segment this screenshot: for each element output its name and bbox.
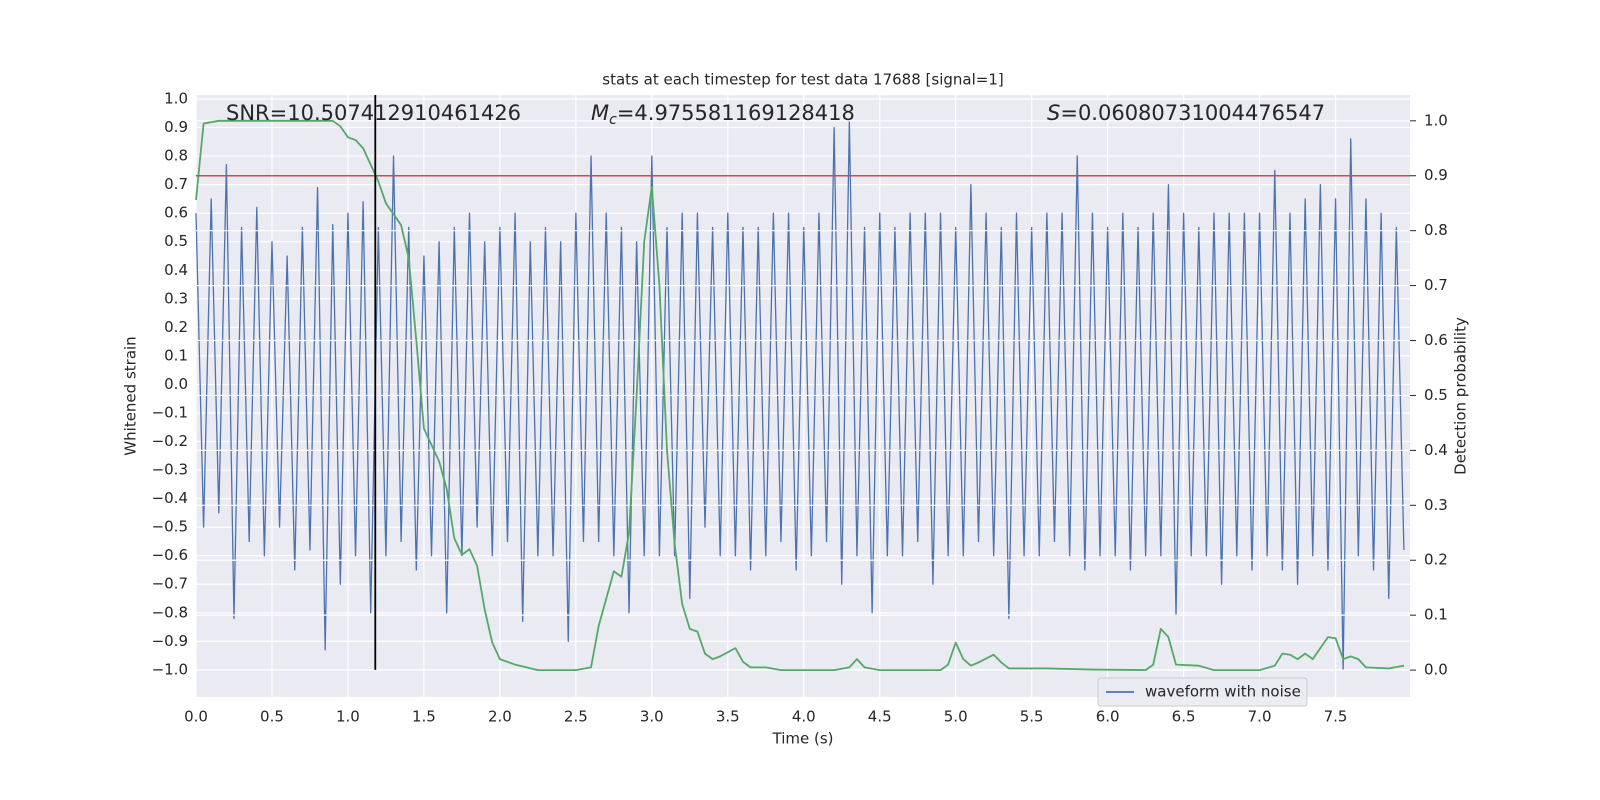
- x-tick-label: 1.5: [412, 708, 436, 726]
- y2-tick-label: 0.8: [1424, 221, 1448, 239]
- x-axis-label: Time (s): [772, 730, 834, 748]
- annotation-part: =0.06080731004476547: [1060, 101, 1325, 125]
- x-tick-label: 5.0: [944, 708, 968, 726]
- y2-tick-label: 0.1: [1424, 606, 1448, 624]
- y-tick-label: −1.0: [152, 660, 188, 678]
- legend-box: [1097, 677, 1308, 707]
- x-tick-label: 2.0: [488, 708, 512, 726]
- y2-tick-label: 0.7: [1424, 276, 1448, 294]
- y-tick-label: 0.8: [164, 147, 188, 165]
- grid-layer: [195, 95, 1410, 697]
- annotations: SNR=10.507412910461426 Mc=4.9755811691284…: [226, 101, 1325, 128]
- annotation-part: =4.975581169128418: [617, 101, 855, 125]
- y-tick-label: 0.9: [164, 118, 188, 136]
- x-tick-label: 7.5: [1324, 708, 1348, 726]
- annotation: SNR=10.507412910461426: [226, 101, 521, 125]
- y-tick-label: 0.1: [164, 346, 188, 364]
- series-line: [195, 119, 1405, 671]
- annotation-part: SNR=10.507412910461426: [226, 101, 521, 125]
- y-tick-label: 0.2: [164, 318, 188, 336]
- y-tick-label: −0.4: [152, 489, 188, 507]
- x-tick-label: 3.0: [640, 708, 664, 726]
- y-axis-label: Whitened strain: [122, 336, 140, 455]
- annotation: S=0.06080731004476547: [1047, 101, 1325, 125]
- x-tick-label: 4.5: [868, 708, 892, 726]
- y-tick-label: −0.3: [152, 461, 188, 479]
- y-tick-label: 0.3: [164, 289, 188, 307]
- annotation-part: c: [609, 112, 617, 128]
- x-tick-label: 0.5: [260, 708, 284, 726]
- y-tick-label: −0.1: [152, 403, 188, 421]
- y-tick-label: 1.0: [164, 89, 188, 107]
- y-tick-label: 0.0: [164, 375, 188, 393]
- y-tick-label: −0.7: [152, 575, 188, 593]
- y2-tick-label: 0.4: [1424, 441, 1448, 459]
- waveform-layer: [195, 121, 1405, 671]
- x-tick-label: 2.5: [564, 708, 588, 726]
- x-tick-label: 6.0: [1096, 708, 1120, 726]
- x-tick-label: 1.0: [336, 708, 360, 726]
- y2-tick-label: 0.9: [1424, 166, 1448, 184]
- y-tick-label: −0.5: [152, 518, 188, 536]
- x-tick-label: 5.5: [1020, 708, 1044, 726]
- y-tick-label: −0.6: [152, 546, 188, 564]
- y2-tick-label: 1.0: [1424, 111, 1448, 129]
- y-tick-label: −0.8: [152, 603, 188, 621]
- annotation: Mc=4.975581169128418: [591, 101, 855, 128]
- overlay-layer: [195, 95, 1410, 671]
- y2-tick-label: 0.2: [1424, 551, 1448, 569]
- x-tick-label: 0.0: [184, 708, 208, 726]
- legend-label: waveform with noise: [1145, 683, 1301, 701]
- y2-tick-label: 0.3: [1424, 496, 1448, 514]
- y2-tick-label: 0.5: [1424, 386, 1448, 404]
- x-tick-label: 4.0: [792, 708, 816, 726]
- y-tick-label: −0.9: [152, 632, 188, 650]
- x-tick-label: 7.0: [1248, 708, 1272, 726]
- chart-title: stats at each timestep for test data 176…: [602, 71, 1003, 89]
- series-line: [195, 121, 1405, 671]
- y-tick-label: 0.7: [164, 175, 188, 193]
- x-tick-label: 3.5: [716, 708, 740, 726]
- annotation-part: M: [591, 101, 609, 125]
- y-tick-label: −0.2: [152, 432, 188, 450]
- x-tick-label: 6.5: [1172, 708, 1196, 726]
- y2-axis-label: Detection probability: [1452, 317, 1470, 475]
- y2-tick-label: 0.6: [1424, 331, 1448, 349]
- y2-tick-label: 0.0: [1424, 661, 1448, 679]
- y-tick-label: 0.6: [164, 204, 188, 222]
- annotation-part: S: [1047, 101, 1060, 125]
- legend: waveform with noise: [1097, 677, 1308, 707]
- y-tick-label: 0.5: [164, 232, 188, 250]
- y-tick-label: 0.4: [164, 261, 188, 279]
